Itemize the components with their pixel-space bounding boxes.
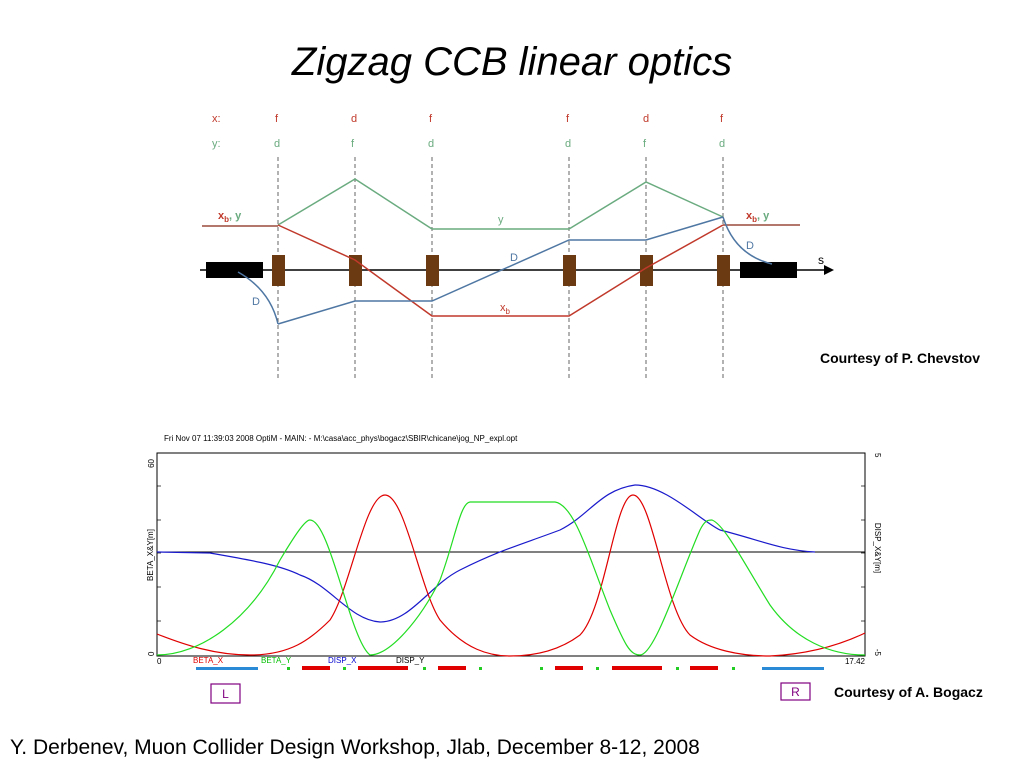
- optim-header: Fri Nov 07 11:39:03 2008 OptiM - MAIN: -…: [164, 434, 518, 443]
- plot-legend: BETA_X BETA_Y DISP_X DISP_Y: [193, 656, 425, 665]
- x-start-label: 0: [157, 657, 162, 666]
- plot-ticks: [157, 485, 865, 622]
- label-d-left: D: [252, 296, 260, 308]
- beta-x-curve: [156, 494, 866, 657]
- label-xb: xb: [500, 302, 511, 316]
- left-tick-top: 60: [147, 458, 156, 467]
- left-axis-label: BETA_X&Y[m]: [146, 529, 155, 581]
- label-xb-y-left: xb, y: [218, 210, 242, 224]
- xb-trajectory: [277, 224, 724, 317]
- y-focus-1: d: [274, 138, 280, 150]
- x-focus-2: d: [351, 113, 357, 125]
- lattice-schematic: x: y: f d f f d f d f d d f d: [200, 113, 834, 378]
- y-focus-4: d: [565, 138, 571, 150]
- beta-y-curve: [156, 501, 866, 656]
- left-tick-bottom: 0: [147, 651, 156, 656]
- credit-bottom: Courtesy of A. Bogacz: [834, 684, 983, 700]
- y-trajectory: [277, 178, 724, 230]
- x-end-label: 17.42: [845, 657, 866, 666]
- label-d-mid: D: [510, 252, 518, 264]
- dipole-left: [206, 262, 263, 278]
- x-focus-5: d: [643, 113, 649, 125]
- x-focus-4: f: [566, 113, 570, 125]
- right-tick-bottom: -5: [873, 649, 882, 657]
- plot-frame: [156, 452, 866, 657]
- x-focus-3: f: [429, 113, 433, 125]
- dipole-right: [740, 262, 797, 278]
- legend-disp-y: DISP_Y: [396, 656, 425, 665]
- quad-magnets: [272, 255, 730, 286]
- box-r: [780, 682, 811, 701]
- y-focus-2: f: [351, 138, 355, 150]
- dispersion-right-curve: [722, 216, 773, 265]
- box-l-label: L: [222, 687, 229, 701]
- label-xb-y-right: xb, y: [746, 210, 770, 224]
- optim-plot: Fri Nov 07 11:39:03 2008 OptiM - MAIN: -…: [146, 434, 882, 704]
- y-focus-5: f: [643, 138, 647, 150]
- x-focus-1: f: [275, 113, 279, 125]
- row-y-label: y:: [212, 138, 221, 150]
- dispersion-left-curve: [237, 271, 279, 325]
- label-y: y: [498, 214, 504, 226]
- quad-dashed-lines: [277, 157, 724, 378]
- slide-title: Zigzag CCB linear optics: [291, 40, 733, 84]
- y-focus-3: d: [428, 138, 434, 150]
- x-focus-6: f: [720, 113, 724, 125]
- s-axis-arrow: [824, 265, 834, 275]
- box-l: [210, 683, 241, 704]
- legend-beta-y: BETA_Y: [261, 656, 292, 665]
- credit-top: Courtesy of P. Chevstov: [820, 350, 981, 366]
- disp-x-curve: [156, 484, 816, 623]
- legend-beta-x: BETA_X: [193, 656, 224, 665]
- y-focus-6: d: [719, 138, 725, 150]
- lattice-strip: [196, 666, 824, 670]
- legend-disp-x: DISP_X: [328, 656, 357, 665]
- s-axis-label: s: [818, 253, 824, 267]
- box-r-label: R: [791, 685, 800, 699]
- label-d-right: D: [746, 240, 754, 252]
- right-axis-label: DISP_X&Y[m]: [873, 523, 882, 573]
- right-tick-top: 5: [873, 453, 882, 458]
- dispersion-line: [277, 216, 724, 325]
- row-x-label: x:: [212, 113, 221, 125]
- slide-footer: Y. Derbenev, Muon Collider Design Worksh…: [10, 736, 700, 759]
